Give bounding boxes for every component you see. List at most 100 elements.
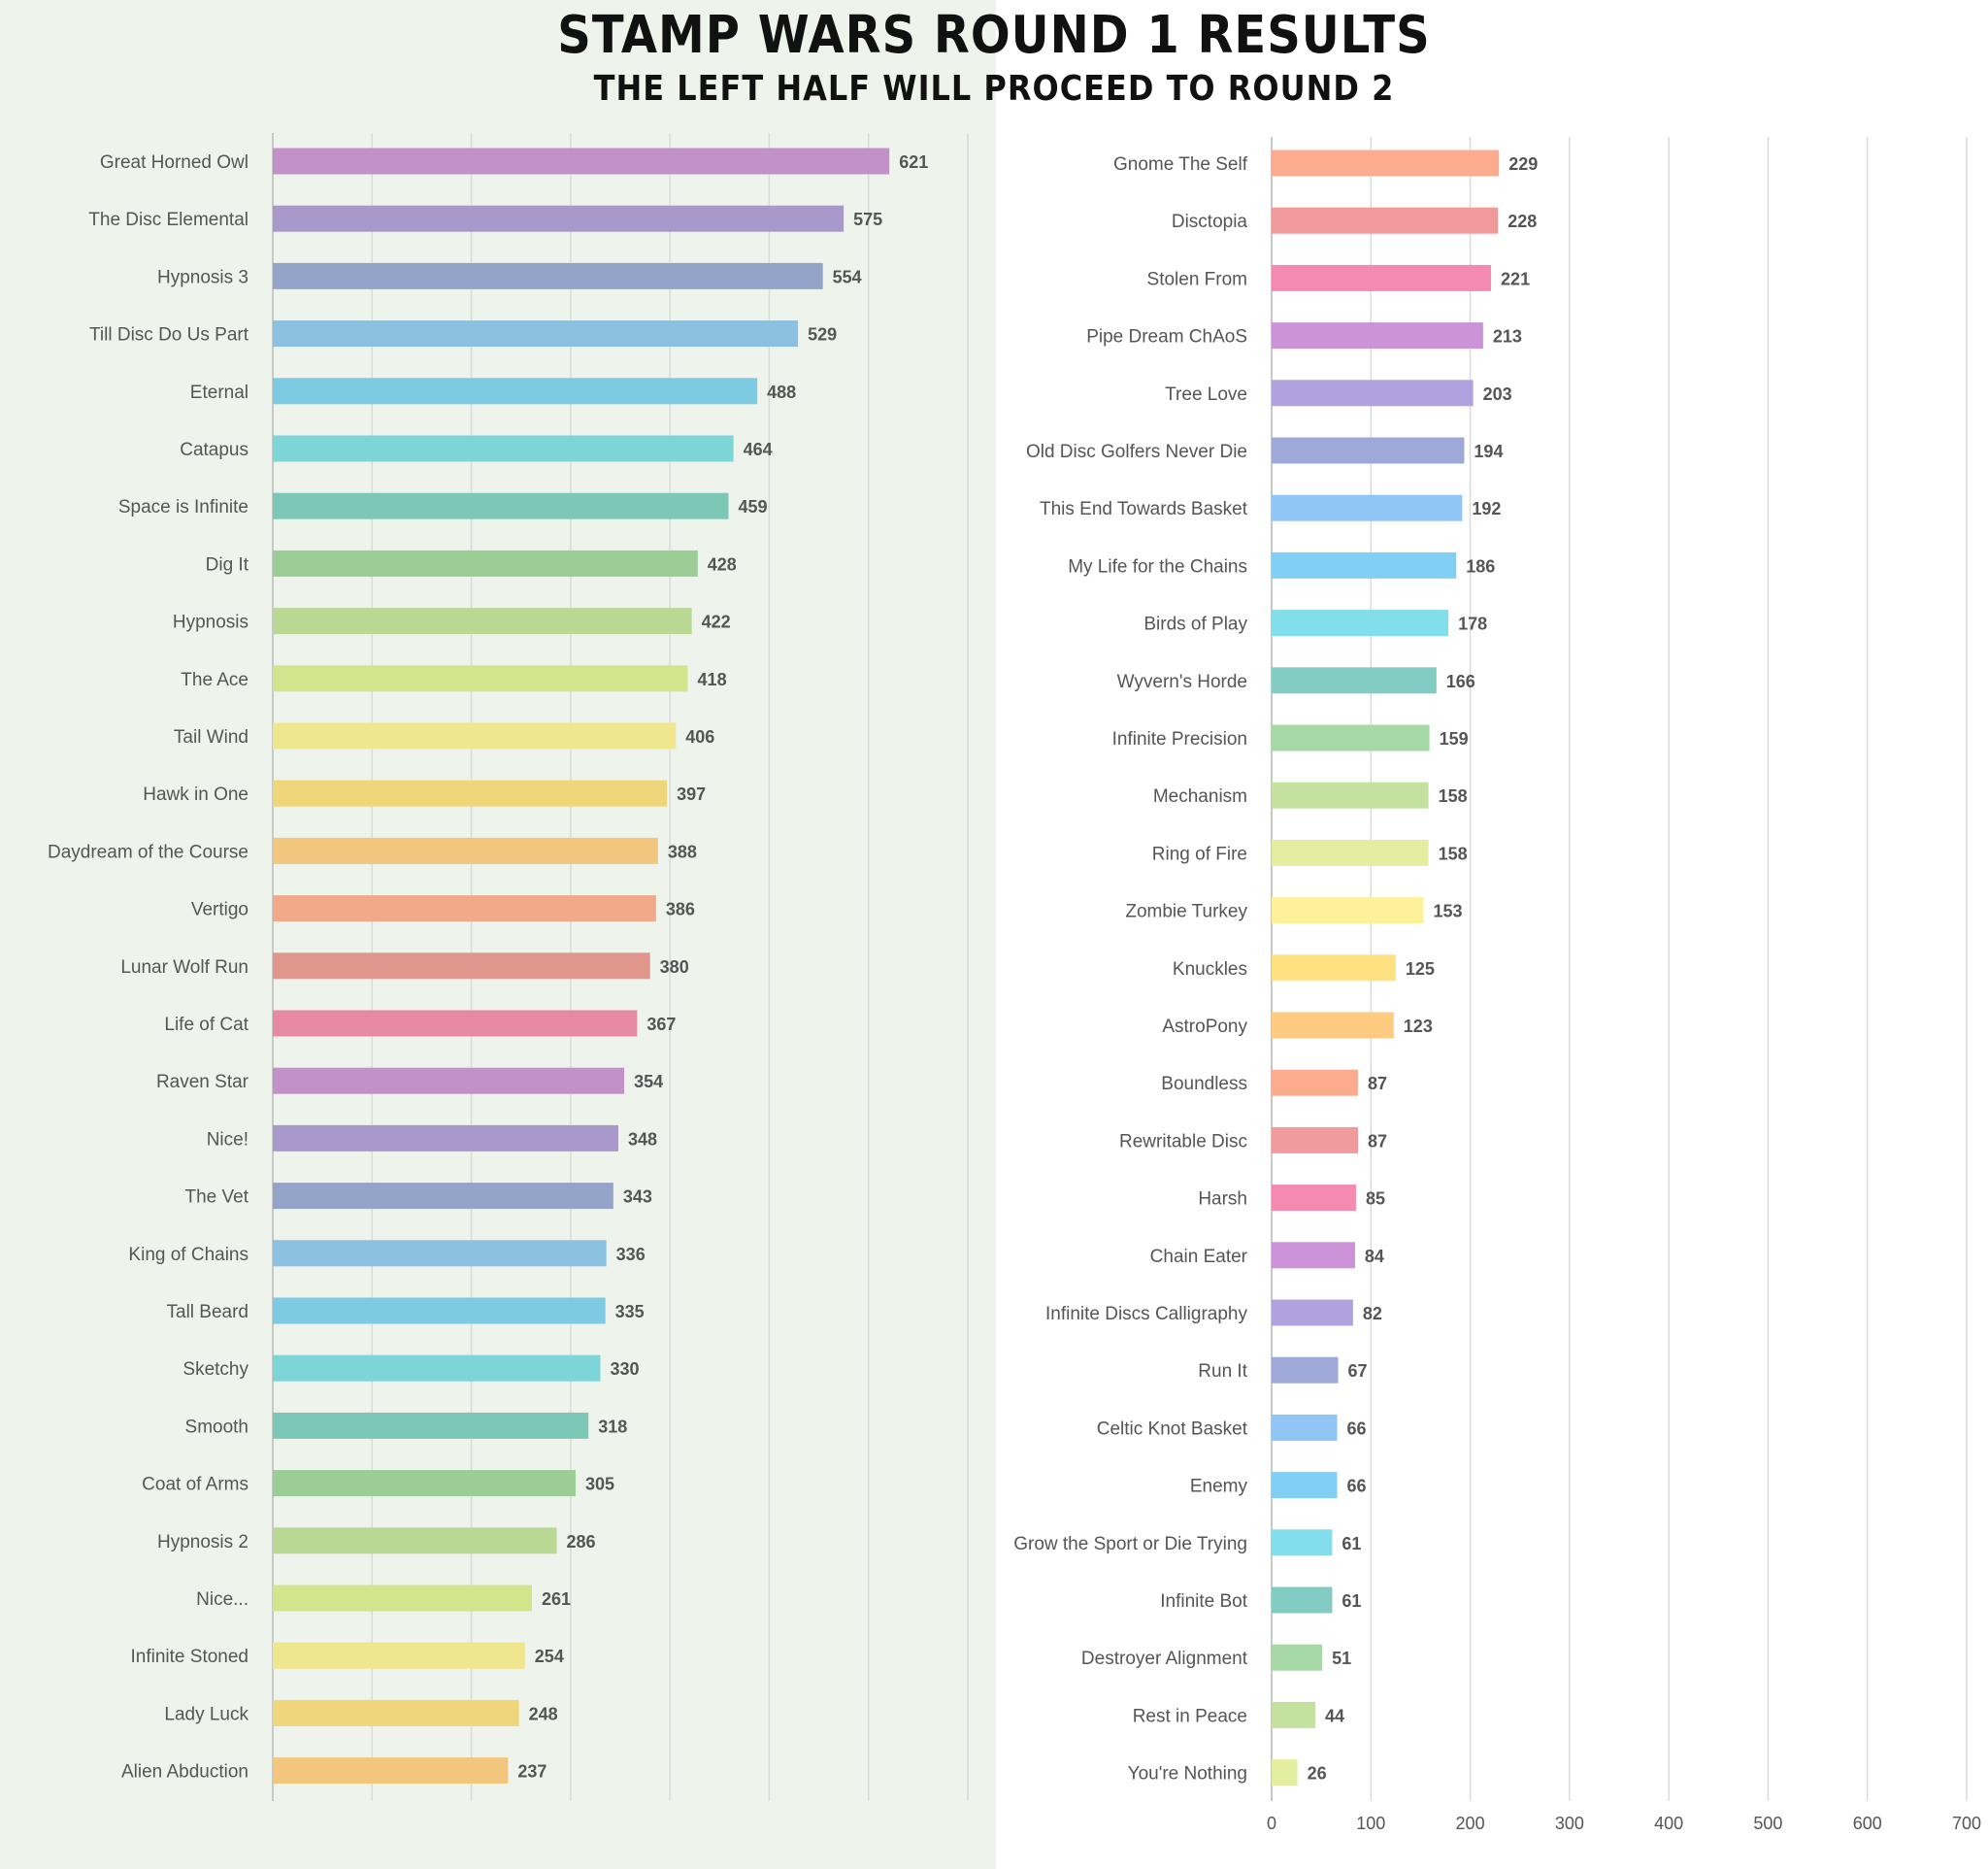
right-value-label: 178 bbox=[1458, 615, 1487, 634]
chart-title: STAMP WARS ROUND 1 RESULTS bbox=[557, 4, 1431, 66]
left-category-label: King of Chains bbox=[128, 1245, 248, 1265]
left-value-label: 367 bbox=[646, 1015, 676, 1034]
left-value-label: 248 bbox=[529, 1704, 558, 1723]
right-bar bbox=[1272, 1759, 1298, 1786]
left-value-label: 380 bbox=[660, 957, 689, 977]
right-value-label: 44 bbox=[1325, 1706, 1344, 1725]
left-bar bbox=[273, 205, 845, 232]
left-bar bbox=[273, 722, 677, 750]
right-bar bbox=[1272, 264, 1492, 291]
left-bar bbox=[273, 435, 734, 462]
left-value-label: 343 bbox=[623, 1187, 652, 1207]
right-bar bbox=[1272, 322, 1483, 350]
left-value-label: 336 bbox=[616, 1245, 646, 1264]
right-bar bbox=[1272, 380, 1474, 407]
left-category-label: Life of Cat bbox=[164, 1015, 248, 1035]
left-category-label: Tail Wind bbox=[174, 727, 248, 748]
left-panel-background bbox=[0, 0, 996, 1869]
right-value-label: 51 bbox=[1332, 1649, 1351, 1668]
left-category-label: Till Disc Do Us Part bbox=[89, 325, 249, 346]
left-value-label: 318 bbox=[598, 1417, 627, 1436]
left-value-label: 406 bbox=[685, 727, 714, 747]
right-value-label: 87 bbox=[1368, 1074, 1387, 1093]
right-value-label: 67 bbox=[1348, 1361, 1368, 1381]
right-x-tick-label: 500 bbox=[1753, 1814, 1782, 1833]
left-category-label: Dig It bbox=[206, 554, 249, 575]
left-value-label: 529 bbox=[808, 325, 837, 345]
left-bar bbox=[273, 1585, 532, 1612]
right-category-label: Mechanism bbox=[1153, 786, 1247, 807]
right-bar bbox=[1272, 954, 1396, 982]
left-value-label: 335 bbox=[615, 1302, 645, 1321]
right-category-label: Rest in Peace bbox=[1133, 1706, 1247, 1726]
left-bar bbox=[273, 1527, 557, 1554]
right-value-label: 158 bbox=[1439, 844, 1468, 863]
right-category-label: Infinite Discs Calligraphy bbox=[1045, 1304, 1248, 1324]
right-bar bbox=[1272, 1242, 1355, 1269]
right-bar bbox=[1272, 437, 1465, 464]
right-value-label: 221 bbox=[1501, 269, 1530, 288]
left-bar bbox=[273, 1642, 525, 1669]
left-bar bbox=[273, 780, 668, 807]
right-value-label: 66 bbox=[1347, 1477, 1367, 1496]
left-category-label: Coat of Arms bbox=[142, 1475, 248, 1495]
left-bar bbox=[273, 1067, 625, 1094]
left-bar bbox=[273, 1757, 509, 1785]
right-value-label: 159 bbox=[1440, 729, 1469, 749]
left-value-label: 305 bbox=[585, 1475, 614, 1494]
right-category-label: Old Disc Golfers Never Die bbox=[1026, 442, 1247, 462]
left-value-label: 575 bbox=[853, 210, 882, 229]
right-bar bbox=[1272, 1126, 1358, 1153]
left-bar bbox=[273, 1699, 519, 1726]
right-category-label: Grow the Sport or Die Trying bbox=[1013, 1534, 1247, 1554]
right-bar bbox=[1272, 150, 1500, 177]
right-bar bbox=[1272, 207, 1499, 234]
right-category-label: Disctopia bbox=[1172, 212, 1248, 232]
right-value-label: 229 bbox=[1508, 154, 1538, 174]
left-value-label: 464 bbox=[744, 440, 773, 459]
right-bar bbox=[1272, 1472, 1338, 1499]
right-value-label: 85 bbox=[1366, 1189, 1385, 1209]
right-x-tick-label: 400 bbox=[1654, 1814, 1683, 1833]
left-value-label: 286 bbox=[567, 1532, 596, 1552]
right-value-label: 203 bbox=[1483, 384, 1512, 404]
left-value-label: 254 bbox=[535, 1647, 564, 1666]
left-bar bbox=[273, 550, 698, 577]
left-category-label: The Vet bbox=[185, 1187, 249, 1208]
left-value-label: 554 bbox=[833, 267, 862, 286]
right-category-label: Chain Eater bbox=[1150, 1247, 1248, 1267]
right-bar bbox=[1272, 1069, 1358, 1096]
right-x-tick-label: 600 bbox=[1853, 1814, 1882, 1833]
left-bar bbox=[273, 1297, 606, 1324]
right-value-label: 194 bbox=[1474, 442, 1503, 461]
right-bar bbox=[1272, 1185, 1356, 1212]
left-category-label: Hawk in One bbox=[143, 784, 248, 805]
right-value-label: 228 bbox=[1508, 212, 1537, 231]
left-bar bbox=[273, 1183, 613, 1210]
right-category-label: Run It bbox=[1198, 1361, 1247, 1382]
left-value-label: 386 bbox=[666, 900, 695, 919]
left-category-label: Lunar Wolf Run bbox=[120, 957, 248, 978]
right-category-label: Stolen From bbox=[1147, 269, 1247, 289]
left-bar bbox=[273, 1124, 618, 1151]
right-bar bbox=[1272, 1586, 1333, 1614]
right-value-label: 158 bbox=[1439, 786, 1468, 806]
right-category-label: Ring of Fire bbox=[1152, 844, 1247, 864]
right-value-label: 213 bbox=[1493, 327, 1522, 347]
right-bar bbox=[1272, 494, 1463, 521]
right-x-tick-label: 700 bbox=[1952, 1814, 1981, 1833]
left-category-label: The Ace bbox=[181, 670, 248, 690]
right-value-label: 87 bbox=[1368, 1131, 1387, 1151]
right-bar bbox=[1272, 782, 1429, 809]
right-x-tick-label: 100 bbox=[1356, 1814, 1385, 1833]
right-category-label: Birds of Play bbox=[1143, 615, 1247, 635]
right-value-label: 61 bbox=[1342, 1591, 1361, 1611]
right-value-label: 166 bbox=[1446, 672, 1475, 691]
left-category-label: Lady Luck bbox=[164, 1704, 248, 1724]
left-value-label: 422 bbox=[702, 613, 731, 632]
left-value-label: 261 bbox=[542, 1589, 571, 1609]
left-value-label: 621 bbox=[899, 152, 928, 172]
left-bar bbox=[273, 837, 658, 864]
left-category-label: Sketchy bbox=[182, 1359, 248, 1380]
